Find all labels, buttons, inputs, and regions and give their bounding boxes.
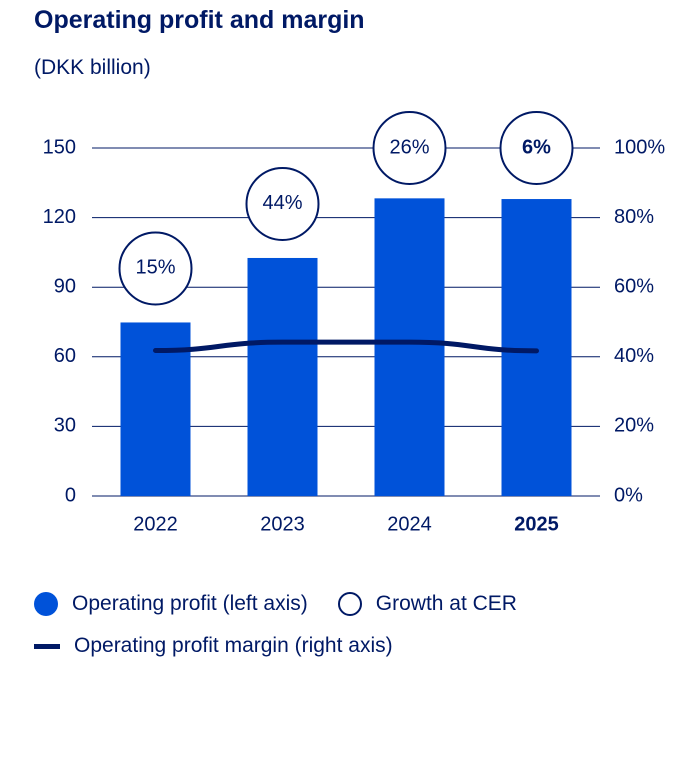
left-tick-label: 120 xyxy=(43,206,76,228)
left-tick-label: 30 xyxy=(54,415,76,437)
growth-circle xyxy=(372,111,447,185)
bar xyxy=(247,257,318,496)
right-tick-label: 80% xyxy=(614,206,654,228)
legend-row-2: Operating profit margin (right axis) xyxy=(34,634,393,658)
legend-line-swatch xyxy=(34,643,60,649)
x-tick-label: 2023 xyxy=(260,513,305,535)
legend-bar-label: Operating profit (left axis) xyxy=(72,592,308,615)
chart-area: 0 0% 30 20% 60 40% 90 60% 120 80% 150 100% 15% 44% 26%… xyxy=(43,111,665,535)
left-tick-label: 150 xyxy=(43,136,76,158)
right-tick-label: 60% xyxy=(614,275,654,297)
margin-line xyxy=(153,339,539,354)
legend-row-1: Operating profit (left axis) Growth at C… xyxy=(34,592,517,616)
legend-ring-swatch xyxy=(337,592,362,616)
growth-label: 15% xyxy=(135,257,175,279)
x-tick-label: 2025 xyxy=(514,513,559,535)
legend-line-label: Operating profit margin (right axis) xyxy=(74,634,393,657)
legend-bar-swatch xyxy=(34,592,58,616)
x-tick-label: 2024 xyxy=(387,513,432,535)
x-tick-label: 2022 xyxy=(133,513,178,535)
growth-label: 6% xyxy=(522,136,551,158)
growth-label: 26% xyxy=(389,136,429,158)
left-tick-label: 0 xyxy=(65,484,76,506)
right-tick-label: 0% xyxy=(614,484,643,506)
left-tick-label: 90 xyxy=(54,275,76,297)
right-tick-label: 100% xyxy=(614,136,665,158)
growth-circle xyxy=(118,231,193,306)
growth-label: 44% xyxy=(262,192,302,214)
right-tick-label: 40% xyxy=(614,345,654,367)
right-tick-label: 20% xyxy=(614,415,654,437)
left-tick-label: 60 xyxy=(54,345,76,367)
bar xyxy=(501,199,572,497)
legend-ring-label: Growth at CER xyxy=(375,592,517,615)
growth-circle xyxy=(245,166,320,241)
chart-title: Operating profit and margin xyxy=(34,6,365,34)
bar xyxy=(374,198,445,496)
chart-subtitle: (DKK billion) xyxy=(34,56,151,79)
growth-circle xyxy=(499,111,574,185)
